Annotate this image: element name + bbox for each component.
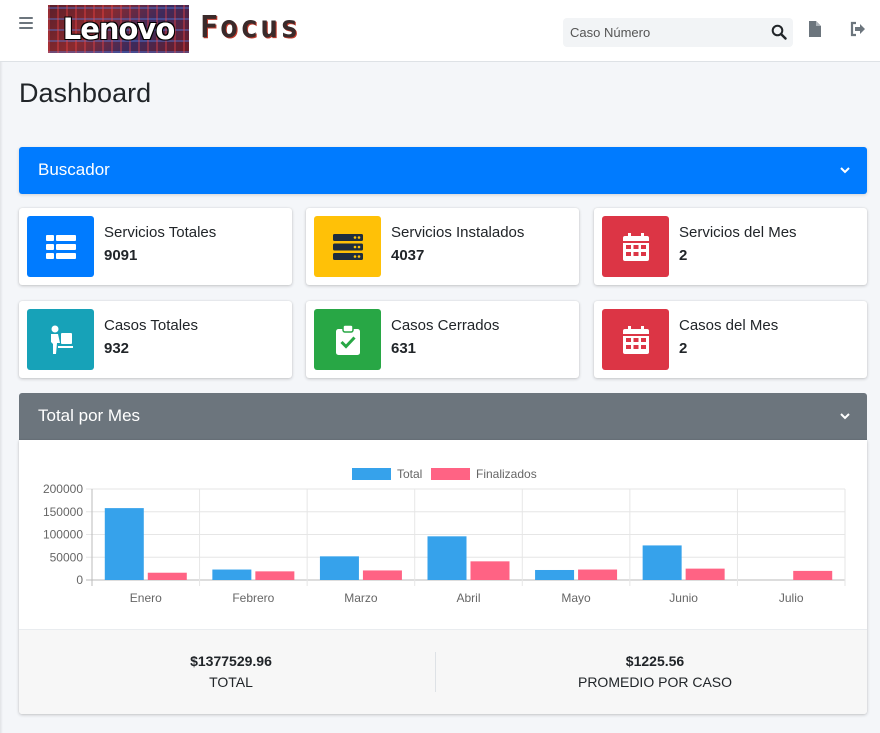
stat-servicios-totales: Servicios Totales 9091 — [19, 208, 292, 285]
x-tick-label: Febrero — [232, 591, 274, 605]
bar-total-marzo[interactable] — [319, 556, 359, 580]
chevron-down-icon[interactable] — [839, 411, 851, 421]
stat-icon-box — [602, 309, 669, 370]
legend-swatch-finalizados[interactable] — [431, 468, 470, 480]
buscador-header[interactable]: Buscador — [19, 147, 867, 194]
x-tick-label: Julio — [779, 591, 804, 605]
bar-total-febrero[interactable] — [212, 569, 252, 580]
logout-icon[interactable] — [849, 20, 867, 38]
footer-divider — [435, 652, 436, 692]
total-summary: $1377529.96 TOTAL — [19, 630, 443, 715]
legend-label-total[interactable]: Total — [397, 467, 422, 481]
x-tick-label: Mayo — [561, 591, 591, 605]
file-icon[interactable] — [806, 20, 824, 38]
y-tick-label: 50000 — [50, 550, 84, 564]
x-tick-label: Junio — [669, 591, 698, 605]
bar-finalizados-julio[interactable] — [793, 570, 833, 580]
edge-shadow — [0, 0, 3, 733]
bar-total-junio[interactable] — [642, 545, 682, 580]
stat-casos-totales: Casos Totales 932 — [19, 301, 292, 378]
bar-finalizados-abril[interactable] — [470, 561, 510, 580]
total-por-mes-title: Total por Mes — [38, 406, 141, 425]
buscador-title: Buscador — [38, 160, 110, 179]
search-box — [563, 18, 793, 47]
case-search-input[interactable] — [563, 18, 763, 47]
bar-finalizados-enero[interactable] — [147, 572, 187, 580]
average-label: PROMEDIO POR CASO — [577, 674, 733, 690]
stat-label: Servicios Totales — [104, 224, 217, 241]
clipboard-check-icon — [335, 324, 360, 355]
brand-logo[interactable]: Lenovo — [48, 5, 189, 53]
logo-text: Lenovo — [62, 12, 176, 46]
bar-total-enero[interactable] — [104, 508, 144, 580]
legend-label-finalizados[interactable]: Finalizados — [476, 467, 537, 481]
stat-casos-mes: Casos del Mes 2 — [594, 301, 867, 378]
stat-icon-box — [27, 216, 94, 277]
stat-label: Casos del Mes — [679, 317, 779, 334]
y-tick-label: 150000 — [43, 505, 83, 519]
stat-label: Servicios del Mes — [679, 224, 797, 241]
total-label: TOTAL — [209, 674, 253, 690]
app-name: Focus — [200, 10, 301, 45]
stat-icon-box — [27, 309, 94, 370]
stat-label: Casos Totales — [104, 317, 198, 334]
y-tick-label: 200000 — [43, 482, 83, 496]
server-icon — [332, 233, 363, 260]
stat-icon-box — [602, 216, 669, 277]
legend-swatch-total[interactable] — [352, 468, 391, 480]
bar-total-abril[interactable] — [427, 536, 467, 580]
bar-total-mayo[interactable] — [535, 569, 575, 580]
stat-value: 631 — [391, 340, 417, 357]
stat-label: Casos Cerrados — [391, 317, 500, 334]
total-value: $1377529.96 — [190, 653, 272, 669]
total-por-mes-header[interactable]: Total por Mes — [19, 393, 867, 440]
stat-value: 2 — [679, 340, 688, 357]
bar-finalizados-junio[interactable] — [685, 568, 725, 580]
monthly-bar-chart: 200000 150000 100000 50000 0 Enero Febrero Mar… — [43, 467, 846, 605]
x-tick-label: Enero — [130, 591, 162, 605]
chevron-down-icon[interactable] — [839, 165, 851, 175]
stat-value: 9091 — [104, 247, 138, 264]
stat-label: Servicios Instalados — [391, 224, 525, 241]
stat-icon-box — [314, 216, 381, 277]
average-summary: $1225.56 PROMEDIO POR CASO — [443, 630, 867, 715]
x-tick-label: Marzo — [344, 591, 378, 605]
stat-value: 2 — [679, 247, 688, 264]
top-navbar: Lenovo Focus — [0, 0, 880, 62]
x-tick-label: Abril — [456, 591, 480, 605]
bar-finalizados-mayo[interactable] — [578, 569, 618, 580]
stat-servicios-instalados: Servicios Instalados 4037 — [306, 208, 579, 285]
chart-footer: $1377529.96 TOTAL $1225.56 PROMEDIO POR … — [19, 629, 867, 714]
stat-value: 932 — [104, 340, 130, 357]
person-dolly-icon — [50, 325, 73, 354]
calendar-icon — [622, 232, 649, 261]
menu-toggle-icon[interactable] — [19, 17, 33, 29]
stat-casos-cerrados: Casos Cerrados 631 — [306, 301, 579, 378]
y-tick-label: 100000 — [43, 528, 83, 542]
stat-servicios-mes: Servicios del Mes 2 — [594, 208, 867, 285]
bar-finalizados-marzo[interactable] — [362, 570, 402, 580]
total-por-mes-card: 200000 150000 100000 50000 0 Enero Febrero Mar… — [19, 440, 867, 714]
stat-value: 4037 — [391, 247, 425, 264]
stat-icon-box — [314, 309, 381, 370]
page-title: Dashboard — [19, 78, 152, 108]
average-value: $1225.56 — [625, 653, 685, 669]
bar-finalizados-febrero[interactable] — [255, 571, 295, 580]
y-tick-label: 0 — [76, 573, 83, 587]
calendar-icon — [622, 325, 649, 354]
list-icon — [45, 234, 76, 259]
search-icon[interactable] — [771, 24, 787, 40]
